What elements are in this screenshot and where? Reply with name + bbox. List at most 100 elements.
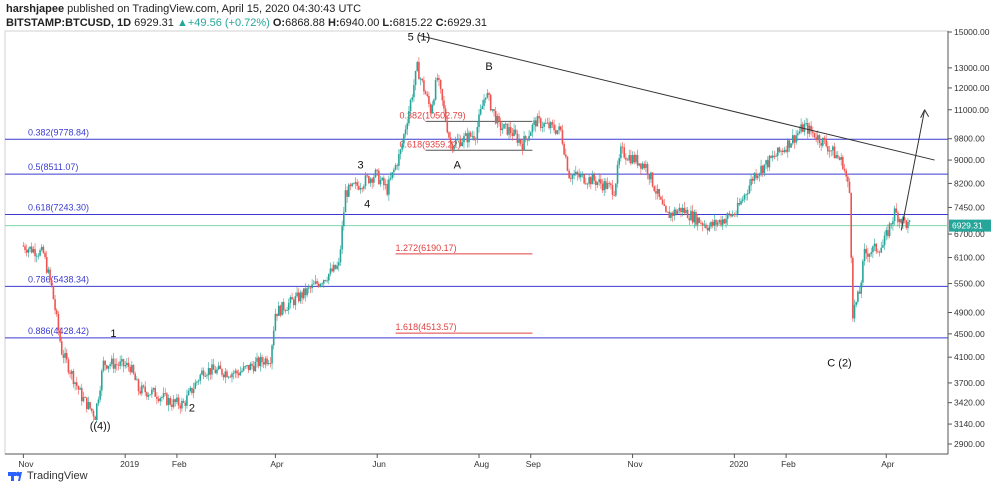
candle-body — [780, 150, 782, 152]
candle-body — [741, 199, 744, 201]
candle-body — [199, 374, 202, 381]
candle-body — [685, 209, 687, 213]
last-price-tag — [949, 219, 991, 232]
price-chart[interactable]: 15000.00 13000.00 12000.00 11000.00 9800.00 9… — [0, 27, 1000, 470]
candle-body — [386, 184, 389, 195]
candle-body — [74, 382, 76, 385]
candle-body — [264, 358, 267, 365]
candle-body — [845, 170, 847, 177]
candle-body — [840, 157, 842, 160]
candle-body — [267, 363, 270, 364]
candle-body — [136, 379, 138, 381]
candle-body — [783, 149, 786, 152]
candle-body — [301, 292, 303, 299]
candle-body — [131, 365, 133, 373]
candle-body — [359, 188, 362, 190]
candle-body — [785, 149, 787, 152]
candle-body — [164, 393, 167, 394]
y-tick-label: 9800.00 — [954, 134, 985, 144]
candle-body — [95, 403, 98, 421]
close-label: C: — [435, 17, 448, 29]
candle-body — [720, 219, 722, 225]
candle-body — [676, 210, 679, 214]
candle-body — [858, 291, 861, 294]
candle-body — [494, 111, 497, 124]
candle-body — [618, 158, 621, 165]
candle-body — [261, 356, 263, 363]
fib-ext-label: 1.272(6190.17) — [396, 243, 457, 253]
candle-body — [269, 363, 272, 364]
candle-body — [256, 357, 258, 362]
candle-body — [257, 357, 260, 367]
candle-body — [69, 372, 71, 374]
candle-body — [391, 172, 394, 178]
candle-body — [888, 223, 891, 237]
candle-body — [865, 248, 868, 254]
candle-body — [451, 143, 454, 150]
candle-body — [312, 283, 315, 285]
candle-body — [162, 393, 165, 398]
candle-body — [534, 120, 537, 127]
candle-body — [306, 288, 308, 296]
candle-body — [189, 387, 192, 392]
candle-body — [546, 122, 549, 124]
candle-body — [254, 361, 257, 372]
candle-body — [528, 135, 530, 141]
wave-label: 1 — [110, 328, 116, 340]
candle-body — [733, 214, 736, 215]
tradingview-brand[interactable]: TradingView — [27, 470, 88, 482]
last-price-tag-label: 6929.31 — [952, 221, 983, 231]
y-tick-label: 4900.00 — [954, 307, 985, 317]
candle-body — [503, 124, 505, 129]
candle-body — [817, 135, 819, 140]
candle-body — [50, 279, 53, 287]
candle-body — [70, 371, 73, 374]
candle-body — [383, 177, 385, 186]
candle-body — [746, 193, 749, 195]
candle-body — [661, 199, 664, 205]
candle-body — [758, 173, 761, 176]
candle-body — [114, 364, 116, 369]
candle-body — [895, 208, 898, 213]
candle-body — [581, 174, 584, 176]
candle-body — [499, 121, 502, 131]
candle-body — [89, 402, 91, 409]
candle-body — [474, 138, 477, 140]
candle-body — [646, 163, 649, 175]
candle-body — [680, 207, 682, 213]
candle-body — [126, 362, 128, 366]
candle-body — [104, 360, 106, 366]
projection-arrow-icon — [920, 109, 930, 118]
y-tick-label: 13000.00 — [954, 63, 990, 73]
author-name[interactable]: harshjapee — [6, 3, 65, 15]
candle-body — [573, 174, 575, 176]
candle-body — [219, 365, 222, 370]
candle-body — [723, 219, 726, 224]
candle-body — [585, 183, 587, 185]
candle-body — [84, 397, 86, 398]
candle-body — [401, 143, 404, 150]
candle-body — [651, 172, 654, 187]
candle-body — [398, 153, 400, 166]
candle-body — [650, 172, 652, 180]
candle-body — [598, 179, 600, 183]
candle-body — [670, 212, 672, 218]
candle-body — [309, 287, 312, 289]
candle-body — [439, 79, 442, 90]
candle-body — [90, 408, 93, 411]
candle-body — [339, 249, 342, 263]
candle-body — [863, 248, 866, 262]
candle-body — [85, 397, 88, 410]
candle-body — [549, 122, 552, 129]
candle-body — [484, 97, 487, 100]
candle-body — [99, 390, 101, 400]
candle-body — [508, 127, 510, 135]
wave-label: 4 — [364, 198, 370, 210]
candle-body — [204, 376, 207, 377]
candle-body — [533, 120, 535, 125]
candle-body — [623, 147, 626, 158]
fib-ext-label: 0.382(10502.79) — [400, 110, 466, 120]
candle-body — [781, 150, 784, 152]
candle-body — [481, 105, 484, 110]
candle-body — [117, 364, 120, 366]
